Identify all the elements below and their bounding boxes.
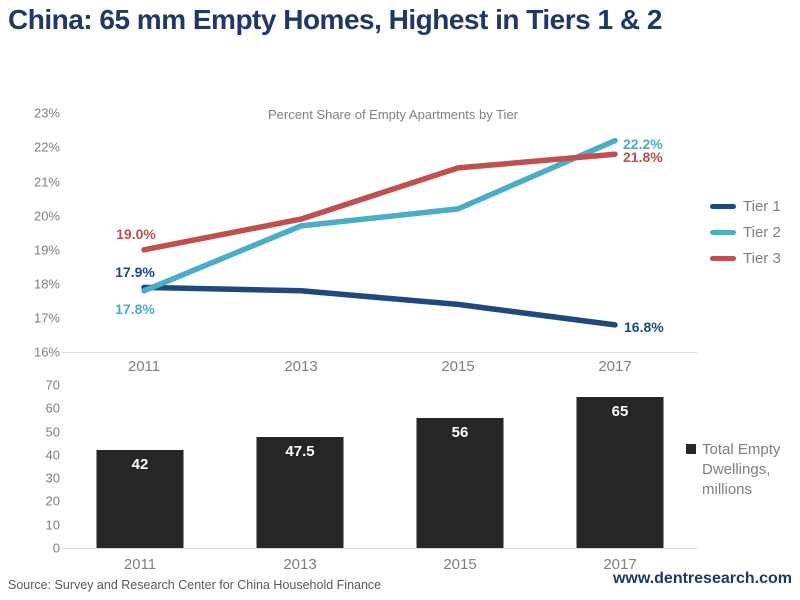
line-xtick: 2017 <box>598 358 632 375</box>
bar-xtick: 2017 <box>603 556 637 573</box>
line-xtick: 2015 <box>441 358 475 375</box>
legend-line-icon <box>710 203 736 209</box>
line-xtick: 2013 <box>284 358 318 375</box>
source-note: Source: Survey and Research Center for C… <box>8 578 382 592</box>
line-ytick: 18% <box>33 276 60 292</box>
bar-2015: 56 <box>416 417 504 548</box>
legend-label: Tier 1 <box>743 197 781 215</box>
legend-line-icon <box>710 229 736 235</box>
tier3-end-label: 21.8% <box>623 149 663 165</box>
legend-item-tier3: Tier 3 <box>710 249 781 267</box>
website-link[interactable]: www.dentresearch.com <box>612 570 792 587</box>
line-chart-title: Percent Share of Empty Apartments by Tie… <box>268 107 519 122</box>
legend-square-icon <box>686 444 696 454</box>
bar-value-label: 47.5 <box>285 443 315 461</box>
bar-2017: 65 <box>576 396 664 548</box>
bar-chart-legend: Total Empty Dwellings, millions <box>686 440 796 500</box>
bar-value-label: 42 <box>131 456 149 474</box>
line-ytick: 16% <box>33 344 60 360</box>
line-series-3 <box>141 151 618 253</box>
line-ytick: 17% <box>33 310 60 326</box>
legend-item-tier2: Tier 2 <box>710 223 781 241</box>
legend-line-icon <box>710 255 736 261</box>
bar-value-label: 65 <box>611 402 629 420</box>
line-ytick: 20% <box>33 208 60 224</box>
bar-ytick: 0 <box>52 540 60 556</box>
bar-value-label: 56 <box>451 423 469 441</box>
bar-ytick: 70 <box>45 377 60 393</box>
bar-2013: 47.5 <box>256 437 344 548</box>
tier1-start-label: 17.9% <box>115 264 155 280</box>
page-title: China: 65 mm Empty Homes, Highest in Tie… <box>8 4 662 35</box>
bar-xtick: 2011 <box>123 556 157 573</box>
bar-ytick: 10 <box>45 517 60 533</box>
legend-label: Tier 2 <box>743 223 781 241</box>
legend-label: Tier 3 <box>743 249 781 267</box>
bar-chart-baseline <box>62 548 697 549</box>
tier1-end-label: 16.8% <box>624 319 664 335</box>
bar-ytick: 20 <box>45 493 60 509</box>
bar-ytick: 40 <box>45 447 60 463</box>
line-series-2 <box>141 137 618 294</box>
legend-item-tier1: Tier 1 <box>710 197 781 215</box>
bar-xtick: 2013 <box>283 556 317 573</box>
bar-ytick: 30 <box>45 470 60 486</box>
line-ytick: 19% <box>33 242 60 258</box>
bar-ytick: 60 <box>45 400 60 416</box>
tier2-end-label: 22.2% <box>623 136 663 152</box>
bar-ytick: 50 <box>45 424 60 440</box>
line-ytick: 22% <box>33 139 60 155</box>
bar-legend-label: Total Empty Dwellings, millions <box>702 441 781 498</box>
line-series-1 <box>141 284 618 328</box>
line-ytick: 21% <box>33 174 60 190</box>
line-ytick: 23% <box>33 105 60 121</box>
bar-2011: 42 <box>96 450 184 548</box>
tier2-start-label: 17.8% <box>115 301 155 317</box>
tier3-start-label: 19.0% <box>116 226 156 242</box>
line-chart-baseline <box>62 352 697 353</box>
bar-xtick: 2015 <box>443 556 477 573</box>
line-xtick: 2011 <box>127 358 161 375</box>
